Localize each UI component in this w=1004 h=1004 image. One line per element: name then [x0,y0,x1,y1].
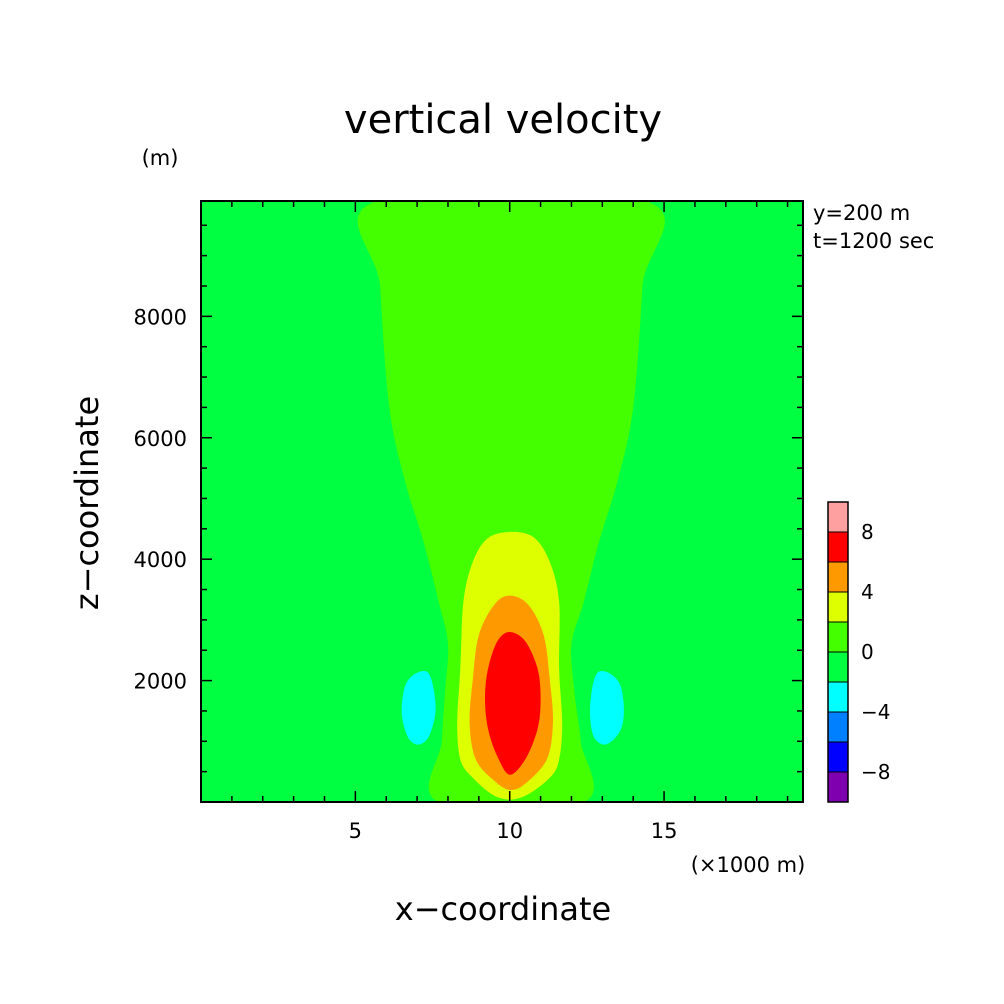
colorbar-swatch [827,621,849,653]
y-tick-label: 4000 [134,548,187,572]
colorbar: −8 −4 0 4 8 [827,501,890,803]
colorbar-label: 0 [861,640,874,664]
axis-ticks: 5 10 15 2000 4000 6000 8000 [134,201,803,843]
colorbar-swatch [827,561,849,593]
region-downdraft-right [590,670,624,745]
colorbar-swatch [827,741,849,773]
x-axis-label: x−coordinate [395,890,611,928]
x-unit-label: (×1000 m) [691,853,806,877]
annotation-y: y=200 m [813,201,910,225]
x-tick-label: 10 [496,819,523,843]
region-downdraft-left [401,670,436,745]
chart-title: vertical velocity [344,97,662,143]
x-tick-label: 15 [651,819,678,843]
y-tick-label: 8000 [134,305,187,329]
colorbar-label: −4 [861,700,890,724]
colorbar-swatch [827,501,849,533]
plot-frame [200,200,804,803]
contour-regions [201,201,803,802]
colorbar-swatch [827,681,849,713]
colorbar-swatch [827,651,849,683]
colorbar-label: 4 [861,580,874,604]
y-tick-label: 2000 [134,670,187,694]
colorbar-frame [827,501,849,803]
colorbar-swatch [827,771,849,803]
colorbar-swatch [827,711,849,743]
colorbar-label: 8 [861,520,874,544]
annotation-t: t=1200 sec [813,229,934,253]
colorbar-label: −8 [861,760,890,784]
colorbar-swatch [827,531,849,563]
y-unit-label: (m) [142,146,179,170]
colorbar-swatch [827,591,849,623]
region-updraft-plume [357,201,665,802]
y-axis-label: z−coordinate [68,396,106,610]
y-tick-label: 6000 [134,427,187,451]
x-tick-label: 5 [349,819,362,843]
region-core-red [485,632,541,775]
